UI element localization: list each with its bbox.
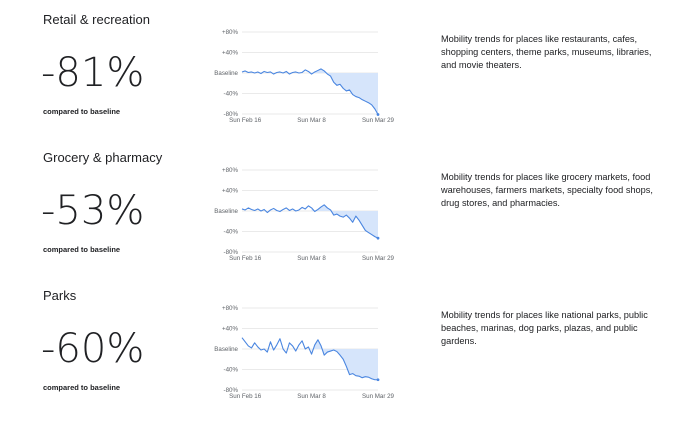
category-description: Mobility trends for places like national… bbox=[441, 310, 648, 346]
y-tick-label: -80% bbox=[224, 111, 239, 118]
y-tick-label: Baseline bbox=[214, 346, 238, 353]
trend-chart-svg: +80% +40% Baseline -40% -80%Sun Feb 16 Sun Ma… bbox=[214, 167, 395, 262]
category-title: Grocery & pharmacy bbox=[43, 150, 163, 165]
below-baseline-area bbox=[311, 204, 378, 239]
trend-line bbox=[241, 204, 379, 239]
trend-chart: +80% +40% Baseline -40% -80% Sun Feb 16 Sun Ma… bbox=[200, 22, 405, 127]
mobility-section: Retail & recreation -81% compared to basel… bbox=[0, 0, 700, 138]
percent-change: -53% bbox=[41, 188, 145, 234]
trend-chart: +80% +40% Baseline -40% -80% Sun Feb 16 Sun Ma… bbox=[200, 160, 405, 265]
y-tick-label: -40% bbox=[224, 91, 239, 98]
trend-chart-svg: +80% +40% Baseline -40% -80%Sun Feb 16 Sun Ma… bbox=[214, 305, 395, 400]
y-tick-label: -80% bbox=[224, 249, 239, 256]
below-baseline-area bbox=[311, 68, 378, 115]
y-tick-label: +80% bbox=[222, 29, 238, 36]
y-tick-label: -40% bbox=[224, 229, 239, 236]
y-tick-label: +80% bbox=[222, 167, 238, 174]
x-tick-label: Sun Mar 29 bbox=[362, 255, 395, 262]
x-tick-label: Sun Mar 8 bbox=[297, 117, 326, 124]
category-description: Mobility trends for places like restaura… bbox=[441, 34, 652, 70]
x-tick-label: Sun Mar 8 bbox=[297, 393, 326, 400]
trend-end-point bbox=[376, 113, 380, 116]
trend-end-point bbox=[376, 236, 380, 240]
x-tick-label: Sun Mar 8 bbox=[297, 255, 326, 262]
trend-chart: +80% +40% Baseline -40% -80% Sun Feb 16 Sun Ma… bbox=[200, 298, 405, 403]
mobility-section: Grocery & pharmacy -53% compared to baseli… bbox=[0, 138, 700, 276]
x-tick-label: Sun Feb 16 bbox=[229, 393, 262, 400]
y-tick-label: +40% bbox=[222, 326, 238, 333]
trend-chart-svg: +80% +40% Baseline -40% -80%Sun Feb 16 Sun Ma… bbox=[214, 29, 395, 124]
x-tick-label: Sun Mar 29 bbox=[362, 393, 395, 400]
below-baseline-area bbox=[311, 339, 378, 380]
mobility-section: Parks -60% compared to baseline +80% +40% Bas… bbox=[0, 276, 700, 414]
percent-change: -81% bbox=[41, 50, 145, 96]
category-description: Mobility trends for places like grocery … bbox=[441, 172, 653, 208]
percent-change: -60% bbox=[41, 326, 145, 372]
x-tick-label: Sun Mar 29 bbox=[362, 117, 395, 124]
compared-label: compared to baseline bbox=[43, 107, 121, 116]
y-tick-label: +80% bbox=[222, 305, 238, 312]
compared-label: compared to baseline bbox=[43, 383, 121, 392]
trend-end-point bbox=[376, 378, 380, 382]
y-tick-label: -40% bbox=[224, 367, 239, 374]
x-tick-label: Sun Feb 16 bbox=[229, 117, 262, 124]
y-tick-label: Baseline bbox=[214, 208, 238, 215]
x-tick-label: Sun Feb 16 bbox=[229, 255, 262, 262]
trend-line bbox=[241, 337, 378, 381]
trend-line bbox=[241, 68, 379, 115]
y-tick-label: +40% bbox=[222, 188, 238, 195]
compared-label: compared to baseline bbox=[43, 245, 121, 254]
y-tick-label: +40% bbox=[222, 50, 238, 57]
y-tick-label: Baseline bbox=[214, 70, 238, 77]
category-title: Retail & recreation bbox=[43, 12, 150, 27]
category-title: Parks bbox=[43, 288, 77, 303]
y-tick-label: -80% bbox=[224, 387, 239, 394]
